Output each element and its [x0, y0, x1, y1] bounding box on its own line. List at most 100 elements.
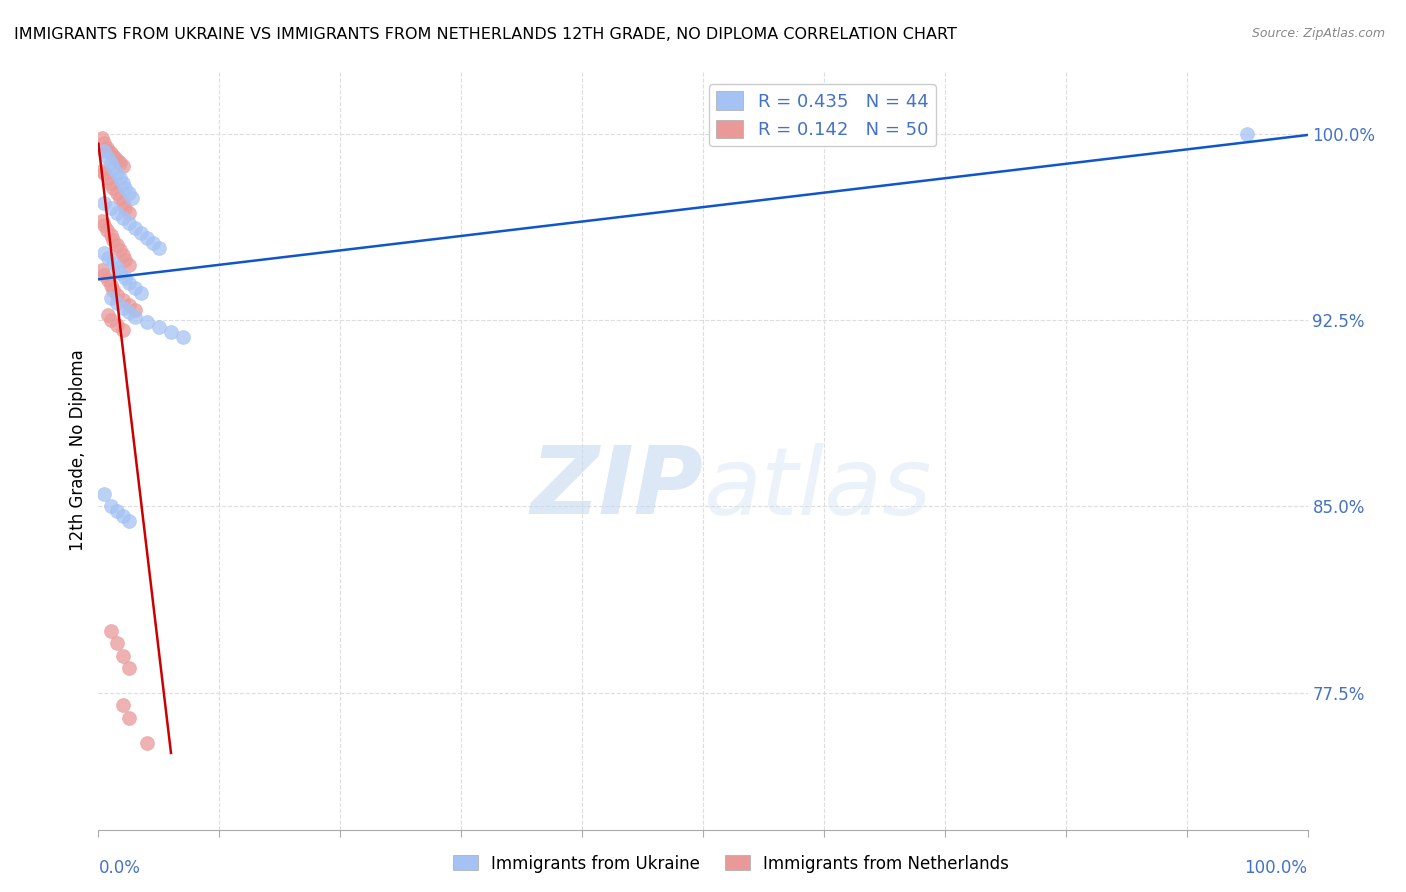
Point [100, 500, 122, 514]
Point [108, 244, 131, 258]
Point [118, 298, 141, 312]
Point [129, 226, 152, 240]
Point [142, 235, 165, 250]
Point [97, 308, 120, 322]
Point [96, 223, 118, 237]
Point [105, 318, 128, 332]
Point [111, 176, 134, 190]
Point [111, 648, 134, 663]
Point [100, 624, 122, 638]
Point [100, 146, 122, 161]
Point [91, 131, 114, 145]
Point [107, 153, 129, 168]
Point [114, 253, 136, 268]
Point [118, 305, 141, 319]
Point [101, 149, 124, 163]
Point [93, 219, 115, 233]
Point [101, 256, 124, 270]
Point [97, 171, 120, 186]
Text: Source: ZipAtlas.com: Source: ZipAtlas.com [1251, 27, 1385, 40]
Point [111, 323, 134, 337]
Point [111, 509, 134, 524]
Point [108, 156, 131, 170]
Point [108, 171, 131, 186]
Legend: R = 0.435   N = 44, R = 0.142   N = 50: R = 0.435 N = 44, R = 0.142 N = 50 [709, 84, 936, 146]
Point [111, 248, 134, 262]
Point [118, 186, 141, 201]
Point [118, 258, 141, 272]
Y-axis label: 12th Grade, No Diploma: 12th Grade, No Diploma [69, 350, 87, 551]
Point [124, 310, 146, 325]
Point [105, 504, 128, 518]
Point [96, 141, 118, 155]
Point [105, 166, 128, 180]
Point [91, 263, 114, 277]
Text: 0.0%: 0.0% [98, 859, 141, 878]
Point [118, 276, 141, 290]
Point [124, 280, 146, 294]
Point [101, 283, 124, 297]
Point [135, 231, 157, 245]
Point [118, 206, 141, 220]
Point [100, 201, 122, 215]
Point [101, 181, 124, 195]
Point [105, 288, 128, 302]
Point [124, 221, 146, 235]
Point [93, 268, 115, 283]
Point [100, 278, 122, 293]
Point [93, 487, 115, 501]
Point [111, 211, 134, 225]
Point [114, 201, 136, 215]
Text: ZIP: ZIP [530, 442, 703, 534]
Point [93, 144, 115, 158]
Point [105, 238, 128, 252]
Point [118, 514, 141, 528]
Point [1236, 127, 1258, 141]
Legend: Immigrants from Ukraine, Immigrants from Netherlands: Immigrants from Ukraine, Immigrants from… [446, 848, 1017, 880]
Point [111, 698, 134, 713]
Point [135, 315, 157, 329]
Point [135, 735, 157, 749]
Point [105, 206, 128, 220]
Point [111, 293, 134, 307]
Point [100, 156, 122, 170]
Point [101, 234, 124, 248]
Point [93, 166, 115, 180]
Text: atlas: atlas [703, 442, 931, 534]
Point [148, 241, 170, 255]
Point [111, 159, 134, 173]
Point [129, 285, 152, 300]
Point [97, 144, 120, 158]
Point [100, 313, 122, 327]
Point [100, 176, 122, 190]
Point [105, 636, 128, 650]
Point [97, 251, 120, 265]
Point [93, 136, 115, 151]
Point [105, 260, 128, 275]
Point [111, 301, 134, 315]
Point [105, 295, 128, 310]
Text: IMMIGRANTS FROM UKRAINE VS IMMIGRANTS FROM NETHERLANDS 12TH GRADE, NO DIPLOMA CO: IMMIGRANTS FROM UKRAINE VS IMMIGRANTS FR… [14, 27, 957, 42]
Point [148, 320, 170, 334]
Point [91, 163, 114, 178]
Point [160, 326, 183, 340]
Point [93, 196, 115, 211]
Point [118, 661, 141, 675]
Point [101, 161, 124, 176]
Point [121, 191, 143, 205]
Point [91, 213, 114, 227]
Point [100, 228, 122, 243]
Point [105, 186, 128, 201]
Point [100, 291, 122, 305]
Point [114, 181, 136, 195]
Point [97, 273, 120, 287]
Point [108, 191, 131, 205]
Point [172, 330, 194, 344]
Point [118, 711, 141, 725]
Text: 100.0%: 100.0% [1244, 859, 1308, 878]
Point [114, 270, 136, 285]
Point [97, 152, 120, 166]
Point [111, 196, 134, 211]
Point [118, 216, 141, 230]
Point [104, 152, 127, 166]
